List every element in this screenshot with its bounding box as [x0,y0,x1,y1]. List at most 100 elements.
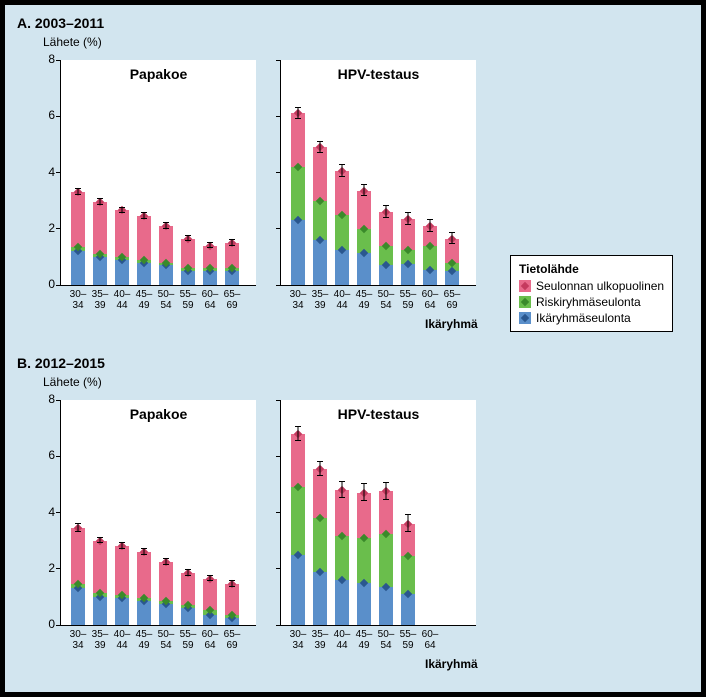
x-category: 65–69 [221,289,243,311]
x-category: 65–69 [221,629,243,651]
bar-segment [313,572,327,625]
bar-segment [159,226,173,263]
bar-segment [291,487,305,555]
x-category: 40–44 [331,629,353,651]
x-category: 55–59 [177,629,199,651]
bar [93,541,107,625]
x-category: 50–54 [375,629,397,651]
bar-segment [137,552,151,598]
x-category: 40–44 [111,629,133,651]
x-category: 50–54 [155,289,177,311]
bar-segment [71,528,85,584]
chart-a-papakoe: Papakoe0246830–3435–3940–4445–4950–5455–… [60,60,256,286]
x-category: 30–34 [287,289,309,311]
xlabel-a: Ikäryhmä [425,317,478,331]
bar [291,434,305,625]
chart-title: Papakoe [130,66,188,82]
panel-b-label: B. 2012–2015 [17,355,105,371]
bar [115,210,129,285]
bar-segment [115,546,129,595]
ylabel-a: Lähete (%) [43,35,102,49]
bar-segment [71,251,85,285]
bar-segment [335,536,349,580]
bar-segment [291,113,305,166]
bar-segment [357,583,371,625]
x-category: 55–59 [177,289,199,311]
bar-segment [93,541,107,593]
bar [71,192,85,285]
bar [93,202,107,285]
bar-segment [401,556,415,594]
bar [71,528,85,625]
bar-segment [115,598,129,625]
bar-segment [379,534,393,587]
x-category: 60–64 [199,289,221,311]
ytick-label: 8 [37,392,55,406]
chart-b-hpv: HPV-testaus30–3435–3940–4445–4950–5455–5… [280,400,476,626]
legend-item: Seulonnan ulkopuolinen [519,279,664,293]
ytick-label: 2 [37,221,55,235]
bar-segment [115,210,129,256]
x-category: 30–34 [67,289,89,311]
x-category: 65–69 [441,289,463,311]
panel-a-label: A. 2003–2011 [17,15,104,31]
x-category: 35–39 [89,289,111,311]
x-category: 35–39 [309,629,331,651]
bar [357,191,371,285]
ylabel-b: Lähete (%) [43,375,102,389]
bar [335,490,349,625]
bar-segment [159,562,173,601]
x-category: 45–49 [353,629,375,651]
bar [181,573,195,625]
x-category: 55–59 [397,629,419,651]
legend-item: Riskiryhmäseulonta [519,295,664,309]
bar [313,147,327,285]
x-category: 60–64 [419,289,441,311]
bar [137,216,151,285]
bar-segment [137,216,151,260]
bar-segment [313,240,327,285]
x-category: 50–54 [155,629,177,651]
legend-label: Ikäryhmäseulonta [536,311,631,325]
bar-segment [291,167,305,220]
bar-segment [357,191,371,229]
bar-segment [313,518,327,571]
ytick-label: 2 [37,561,55,575]
x-category: 45–49 [133,629,155,651]
legend-label: Seulonnan ulkopuolinen [536,279,664,293]
bar-segment [379,587,393,625]
bar-segment [401,594,415,625]
x-category: 50–54 [375,289,397,311]
x-category: 40–44 [111,289,133,311]
chart-b-papakoe: Papakoe0246830–3435–3940–4445–4950–5455–… [60,400,256,626]
chart-title: HPV-testaus [338,406,420,422]
ytick-label: 4 [37,165,55,179]
bar [137,552,151,625]
bar-segment [313,201,327,240]
x-category: 60–64 [199,629,221,651]
x-category: 30–34 [67,629,89,651]
bar [423,226,437,285]
bar [291,113,305,285]
bar [115,546,129,625]
ytick-label: 0 [37,617,55,631]
bar-segment [291,434,305,487]
chart-title: HPV-testaus [338,66,420,82]
bar-segment [71,588,85,625]
bar [181,239,195,285]
bar-segment [335,250,349,285]
bar [313,469,327,625]
bar-segment [313,147,327,200]
x-category: 35–39 [309,289,331,311]
chart-title: Papakoe [130,406,188,422]
bar-segment [335,215,349,250]
ytick-label: 8 [37,52,55,66]
x-category: 40–44 [331,289,353,311]
ytick-label: 6 [37,448,55,462]
ytick-label: 4 [37,505,55,519]
figure-inner: A. 2003–2011 Lähete (%) B. 2012–2015 Läh… [5,5,701,692]
bar [401,524,415,625]
bar-segment [357,253,371,285]
bar-segment [313,469,327,518]
x-category: 35–39 [89,629,111,651]
